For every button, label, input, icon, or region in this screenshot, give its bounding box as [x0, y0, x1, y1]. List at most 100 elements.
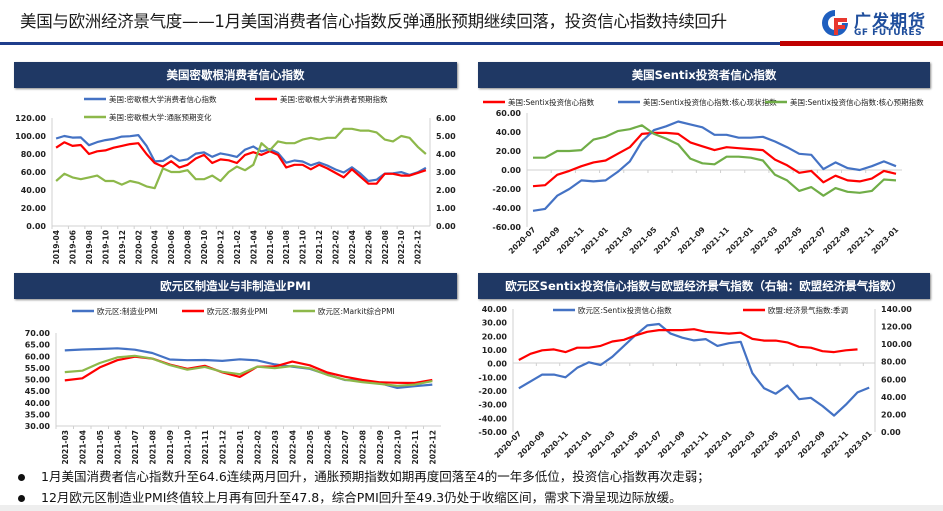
y-tick-label: 70.00	[25, 329, 51, 338]
y2-tick-label: 100.00	[881, 340, 912, 349]
bullet-text: 1月美国消费者信心指数升至64.6连续两月回升，通胀预期指数如期再度回落至4的一…	[41, 469, 710, 484]
bullet-item-1: 1月美国消费者信心指数升至64.6连续两月回升，通胀预期指数如期再度回落至4的一…	[18, 466, 710, 485]
y-tick-label: 60.00	[496, 109, 522, 118]
chart1-title: 美国密歇根消费者信心指数	[14, 62, 457, 88]
y-tick-label: 55.00	[25, 364, 51, 373]
slide-title: 美国与欧洲经济景气度——1月美国消费者信心指数反弹通胀预期继续回落，投资信心指数…	[20, 12, 727, 31]
x-tick-label: 2021-10	[183, 430, 192, 464]
x-tick-label: 2022-02	[253, 430, 262, 464]
series-line-3	[55, 127, 427, 190]
y2-tick-label: 140.00	[881, 305, 912, 314]
x-tick-label: 2021-12	[315, 230, 324, 264]
chart-3: 30.00 35.00 40.00 45.00 50.00 55.00 60.00 65.00…	[25, 306, 441, 464]
y2-tick-label: 80.00	[881, 358, 907, 367]
y-tick-label: 20.00	[496, 147, 522, 156]
y-tick-label: 20.00	[21, 204, 47, 213]
y-tick-label: -20.00	[492, 185, 521, 194]
y-tick-label: -20.00	[478, 387, 507, 396]
x-tick-label: 2021-09	[166, 430, 175, 464]
x-tick-label: 2019-08	[85, 230, 94, 264]
x-tick-label: 2022-06	[364, 230, 373, 264]
series-line-2	[55, 141, 427, 185]
logo-chinese-text: 广发期货	[854, 12, 926, 32]
x-tick-label: 2022-02	[332, 230, 341, 264]
bullet-item-2: 12月欧元区制造业PMI终值较上月再有回升至47.8，综合PMI回升至49.3仍…	[18, 487, 682, 506]
x-tick-label: 2021-11	[201, 430, 210, 464]
title-divider	[0, 42, 800, 45]
y2-tick-label: 4.00	[436, 150, 456, 159]
bullet-dot-icon	[18, 474, 25, 481]
y-tick-label: 65.00	[25, 341, 51, 350]
legend-label: 欧元区:服务业PMI	[207, 306, 268, 316]
legend-label: 美国:密歇根大学:通胀预期变化	[109, 112, 212, 122]
x-tick-label: 2022-04	[348, 230, 357, 264]
x-tick-label: 2022-07	[341, 430, 350, 464]
y-tick-label: 0.00	[487, 360, 507, 369]
legend-label: 美国:Sentix投资信心指数:核心预期指数	[790, 97, 924, 107]
legend-label: 美国:Sentix投资信心指数	[508, 97, 595, 107]
x-tick-label: 2022-08	[381, 230, 390, 264]
x-tick-label: 2020-06	[167, 230, 176, 264]
chart4-title: 欧元区Sentix投资信心指数与欧盟经济景气指数（右轴：欧盟经济景气指数）	[478, 273, 930, 299]
y-tick-label: 30.00	[482, 319, 508, 328]
y2-tick-label: 1.00	[436, 204, 456, 213]
gf-futures-logo: 广发期货 GF FUTURES	[820, 6, 940, 40]
x-tick-label: 2022-08	[358, 430, 367, 464]
x-tick-label: 2021-12	[218, 430, 227, 464]
legend-label: 欧元区:Markit综合PMI	[318, 306, 395, 316]
y-tick-label: 120.00	[15, 114, 46, 123]
x-tick-label: 2022-03	[271, 430, 280, 464]
y-tick-label: -30.00	[478, 401, 507, 410]
chart-2: -60.00-40.00-20.000.0020.0040.0060.00202…	[483, 97, 924, 256]
y2-tick-label: 0.00	[436, 222, 456, 231]
x-tick-label: 2019-04	[52, 230, 61, 264]
y-tick-label: 60.00	[25, 352, 51, 361]
x-tick-label: 2021-06	[113, 430, 122, 464]
y-tick-label: -50.00	[478, 428, 507, 437]
y-tick-label: -60.00	[492, 223, 521, 232]
x-tick-label: 2022-10	[397, 230, 406, 264]
series-line-2	[532, 120, 897, 212]
x-tick-label: 2022-09	[376, 430, 385, 464]
y-tick-label: 60.00	[21, 168, 47, 177]
x-tick-label: 2022-12	[428, 430, 437, 464]
y-tick-label: 10.00	[482, 346, 508, 355]
y-tick-label: 0.00	[501, 166, 521, 175]
chart3-title: 欧元区制造业与非制造业PMI	[14, 273, 457, 299]
chart-4: -50.00 -40.00 -30.00 -20.00 -10.00 0.00 10.00 2…	[478, 305, 912, 460]
legend-label: 美国:密歇根大学消费者信心指数	[109, 94, 217, 104]
x-tick-label: 2021-03	[61, 430, 70, 464]
y2-tick-label: 6.00	[436, 114, 456, 123]
y2-tick-label: 0.00	[881, 428, 901, 437]
bullet-dot-icon	[18, 495, 25, 502]
y-tick-label: 45.00	[25, 387, 51, 396]
x-tick-label: 2020-02	[134, 230, 143, 264]
x-tick-label: 2020-12	[216, 230, 225, 264]
y2-tick-label: 2.00	[436, 186, 456, 195]
y-tick-label: 50.00	[25, 376, 51, 385]
x-tick-label: 2021-04	[78, 430, 87, 464]
x-tick-label: 2021-05	[96, 430, 105, 464]
x-tick-label: 2021-08	[148, 430, 157, 464]
x-tick-label: 2021-07	[131, 430, 140, 464]
y2-tick-label: 3.00	[436, 168, 456, 177]
logo-english-text: GF FUTURES	[854, 28, 923, 38]
footer-bar	[0, 505, 943, 511]
legend-label: 美国:Sentix投资信心指数:核心现状指数	[643, 97, 777, 107]
series-line-3	[64, 354, 433, 387]
series-line-2	[518, 328, 858, 361]
chart2-title: 美国Sentix投资者信心指数	[478, 62, 930, 88]
series-line-1	[532, 131, 897, 188]
x-tick-label: 2020-04	[151, 230, 160, 264]
y2-tick-label: 5.00	[436, 132, 456, 141]
y-tick-label: 40.00	[25, 399, 51, 408]
y-tick-label: 20.00	[482, 332, 508, 341]
x-tick-label: 2019-10	[101, 230, 110, 264]
series-line-1	[518, 322, 870, 417]
bullet-text: 12月欧元区制造业PMI终值较上月再有回升至47.8，综合PMI回升至49.3仍…	[41, 490, 682, 505]
x-tick-label: 2019-12	[118, 230, 127, 264]
legend-label: 欧元区:制造业PMI	[97, 306, 158, 316]
y-tick-label: 40.00	[21, 186, 47, 195]
